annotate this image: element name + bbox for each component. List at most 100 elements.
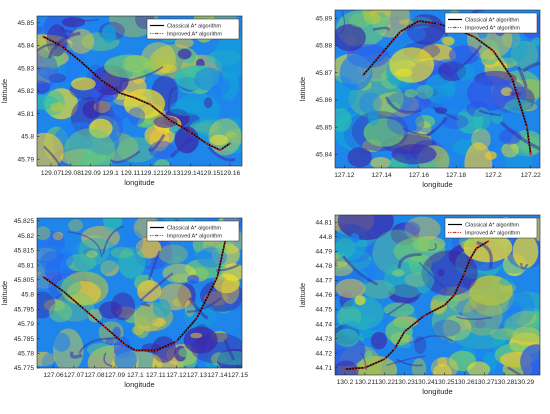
terrain-patch — [65, 253, 97, 272]
terrain-valley — [168, 87, 177, 114]
terrain-valley — [428, 242, 437, 251]
terrain-valley — [148, 133, 166, 152]
y-tick-label: 45.79 — [17, 156, 34, 163]
x-tick-label: 130.22 — [375, 379, 396, 386]
terrain-patch — [37, 245, 73, 273]
terrain-valley — [60, 27, 74, 34]
terrain-patch — [337, 215, 394, 241]
improved-path-point — [205, 142, 208, 145]
terrain-patch — [340, 296, 384, 330]
terrain-patch — [88, 308, 103, 323]
terrain-patch — [127, 107, 146, 126]
terrain-patch — [504, 148, 533, 168]
terrain-patch — [154, 159, 170, 166]
x-tick-label: 127.13 — [187, 372, 208, 379]
terrain-patch — [467, 361, 491, 375]
terrain-valley — [522, 61, 540, 73]
terrain-valley — [386, 355, 426, 366]
terrain-patch — [64, 128, 115, 166]
axes-frame — [36, 217, 243, 369]
terrain-patch — [173, 254, 182, 263]
y-tick-label: 45.81 — [17, 262, 34, 269]
terrain-valley — [432, 106, 459, 121]
legend-marker — [156, 32, 158, 35]
improved-path-point — [526, 126, 528, 128]
terrain-patch — [174, 37, 194, 48]
terrain-patch — [387, 90, 431, 112]
terrain-patch — [367, 110, 379, 126]
terrain-patch — [335, 238, 356, 258]
terrain-patch — [366, 322, 381, 331]
improved-path-point — [99, 78, 102, 81]
legend-entry-label: Improved A* algorithm — [167, 234, 222, 240]
terrain-valley — [139, 272, 174, 302]
terrain-valley — [385, 96, 422, 114]
y-tick-label: 45.82 — [17, 233, 34, 240]
legend-entry-label: Classical A* algorithm — [465, 223, 519, 229]
improved-path-point — [453, 294, 456, 296]
terrain-patch — [48, 73, 66, 83]
improved-path-point — [196, 317, 198, 319]
y-axis-label: latitude — [0, 281, 9, 305]
terrain-patch — [140, 257, 152, 267]
terrain-patch — [347, 147, 372, 168]
improved-path-point — [175, 340, 178, 343]
terrain-patch — [183, 301, 217, 330]
improved-path-point — [133, 96, 136, 99]
y-axis-label: latitude — [298, 283, 307, 307]
y-tick-label: 45.81 — [17, 111, 34, 118]
terrain-patch — [500, 87, 513, 96]
terrain-patch — [335, 360, 359, 375]
y-tick-label: 45.87 — [315, 70, 332, 77]
terrain-patch — [432, 319, 461, 337]
x-tick-label: 127.22 — [521, 172, 542, 179]
terrain-patch — [158, 244, 188, 264]
y-tick-label: 45.8 — [21, 134, 34, 141]
improved-path-point — [487, 240, 490, 243]
terrain-patch — [216, 245, 228, 255]
terrain-patch — [363, 11, 381, 25]
improved-path-point — [380, 52, 383, 55]
terrain-valley — [141, 302, 151, 307]
terrain-patch — [440, 36, 454, 44]
y-tick-label: 44.81 — [315, 220, 332, 227]
terrain-patch — [105, 337, 114, 346]
legend-box — [146, 18, 240, 40]
terrain-valley — [183, 365, 187, 368]
x-tick-label: 129.15 — [200, 170, 221, 177]
axes-frame — [334, 9, 541, 169]
terrain-valley — [123, 65, 164, 83]
terrain-patch — [151, 336, 177, 363]
terrain-patch — [101, 24, 117, 43]
terrain-patch — [223, 297, 242, 311]
improved-path-point — [229, 142, 232, 145]
chart-panel-3: 127.06 127.07 127.08 127.09 127.1 127.11 127.1… — [0, 217, 248, 389]
terrain-patch — [469, 275, 513, 306]
terrain-patch — [356, 355, 398, 375]
terrain-patch — [387, 109, 425, 136]
terrain-background — [335, 215, 540, 375]
terrain-patch — [153, 116, 178, 128]
terrain-patch — [415, 115, 435, 128]
improved-path-point — [60, 44, 62, 47]
legend-box — [444, 12, 538, 34]
x-tick-label: 130.21 — [355, 379, 376, 386]
y-tick-label: 45.83 — [17, 66, 34, 73]
x-tick-label: 129.08 — [61, 170, 82, 177]
x-tick-label: 130.23 — [395, 379, 416, 386]
terrain-patch — [415, 84, 434, 99]
terrain-valley — [342, 255, 379, 286]
y-tick-label: 45.795 — [14, 306, 35, 313]
chart-panel-4: 130.2 130.21 130.22 130.23 130.24 130.25 130.2… — [298, 214, 541, 396]
terrain-patch — [124, 230, 144, 254]
x-tick-label: 130.2 — [337, 379, 354, 386]
terrain-valley — [372, 26, 390, 32]
improved-path-point — [155, 349, 157, 352]
improved-path-point — [383, 358, 386, 360]
x-tick-label: 127.12 — [166, 372, 187, 379]
legend: Classical A* algorithm Improved A* algori… — [444, 217, 538, 239]
x-axis-label: longitude — [124, 178, 154, 187]
improved-path-point — [42, 35, 44, 38]
terrain-patch — [458, 236, 475, 248]
terrain-patch — [61, 17, 86, 28]
